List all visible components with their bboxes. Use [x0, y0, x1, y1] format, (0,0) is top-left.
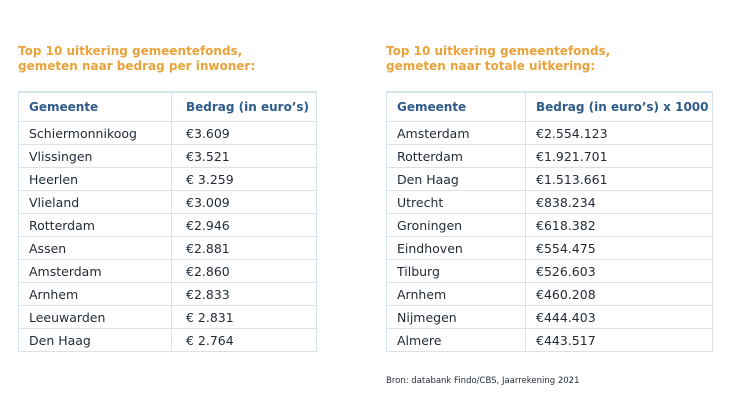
- bedrag-cell: € 3.259: [171, 167, 317, 191]
- table-row: Den Haag € 2.764: [18, 328, 317, 352]
- table-row: Vlissingen €3.521: [18, 144, 317, 168]
- gemeente-cell: Tilburg: [386, 259, 526, 283]
- gemeente-cell: Vlissingen: [18, 144, 172, 168]
- left-table-title: Top 10 uitkering gemeentefonds, gemeten …: [18, 44, 317, 74]
- table-row: Amsterdam €2.860: [18, 259, 317, 283]
- table-row: Arnhem €460.208: [386, 282, 713, 306]
- table-row: Utrecht €838.234: [386, 190, 713, 214]
- table-row: Leeuwarden € 2.831: [18, 305, 317, 329]
- bedrag-cell: €3.609: [171, 121, 317, 145]
- left-title-line2: gemeten naar bedrag per inwoner:: [18, 59, 256, 73]
- source-note: Bron: databank Findo/CBS, Jaarrekening 2…: [386, 376, 580, 386]
- bedrag-cell: € 2.764: [171, 328, 317, 352]
- gemeente-cell: Arnhem: [386, 282, 526, 306]
- gemeente-cell: Amsterdam: [386, 121, 526, 145]
- gemeente-cell: Assen: [18, 236, 172, 260]
- table-row: Den Haag €1.513.661: [386, 167, 713, 191]
- bedrag-cell: €3.009: [171, 190, 317, 214]
- left-table-header-row: Gemeente Bedrag (in euro’s): [18, 91, 317, 122]
- bedrag-cell: €460.208: [525, 282, 713, 306]
- table-row: Rotterdam €2.946: [18, 213, 317, 237]
- gemeente-cell: Almere: [386, 328, 526, 352]
- table-row: Vlieland €3.009: [18, 190, 317, 214]
- table-row: Almere €443.517: [386, 328, 713, 352]
- bedrag-cell: €1.513.661: [525, 167, 713, 191]
- right-table-title: Top 10 uitkering gemeentefonds, gemeten …: [386, 44, 713, 74]
- gemeente-cell: Den Haag: [386, 167, 526, 191]
- bedrag-cell: €444.403: [525, 305, 713, 329]
- bedrag-cell: €3.521: [171, 144, 317, 168]
- right-table: Gemeente Bedrag (in euro’s) x 1000 Amste…: [386, 91, 713, 352]
- right-table-header-row: Gemeente Bedrag (in euro’s) x 1000: [386, 91, 713, 122]
- gemeente-cell: Vlieland: [18, 190, 172, 214]
- gemeente-cell: Eindhoven: [386, 236, 526, 260]
- gemeente-cell: Rotterdam: [386, 144, 526, 168]
- bedrag-cell: €2.881: [171, 236, 317, 260]
- gemeente-cell: Heerlen: [18, 167, 172, 191]
- gemeente-cell: Rotterdam: [18, 213, 172, 237]
- table-row: Tilburg €526.603: [386, 259, 713, 283]
- bedrag-cell: €618.382: [525, 213, 713, 237]
- right-header-bedrag: Bedrag (in euro’s) x 1000: [525, 91, 713, 122]
- left-table: Gemeente Bedrag (in euro’s) Schiermonnik…: [18, 91, 317, 352]
- bedrag-cell: €443.517: [525, 328, 713, 352]
- bedrag-cell: €838.234: [525, 190, 713, 214]
- table-row: Schiermonnikoog €3.609: [18, 121, 317, 145]
- bedrag-cell: €2.946: [171, 213, 317, 237]
- bedrag-cell: € 2.831: [171, 305, 317, 329]
- table-row: Arnhem €2.833: [18, 282, 317, 306]
- table-row: Eindhoven €554.475: [386, 236, 713, 260]
- gemeente-cell: Leeuwarden: [18, 305, 172, 329]
- table-row: Groningen €618.382: [386, 213, 713, 237]
- bedrag-cell: €554.475: [525, 236, 713, 260]
- bedrag-cell: €2.554.123: [525, 121, 713, 145]
- gemeente-cell: Den Haag: [18, 328, 172, 352]
- bedrag-cell: €526.603: [525, 259, 713, 283]
- gemeente-cell: Amsterdam: [18, 259, 172, 283]
- table-row: Assen €2.881: [18, 236, 317, 260]
- gemeente-cell: Schiermonnikoog: [18, 121, 172, 145]
- gemeente-cell: Utrecht: [386, 190, 526, 214]
- bedrag-cell: €1.921.701: [525, 144, 713, 168]
- left-header-bedrag: Bedrag (in euro’s): [171, 91, 317, 122]
- right-table-section: Top 10 uitkering gemeentefonds, gemeten …: [386, 44, 713, 352]
- table-row: Rotterdam €1.921.701: [386, 144, 713, 168]
- bedrag-cell: €2.860: [171, 259, 317, 283]
- left-title-line1: Top 10 uitkering gemeentefonds,: [18, 44, 243, 58]
- right-title-line2: gemeten naar totale uitkering:: [386, 59, 596, 73]
- gemeente-cell: Nijmegen: [386, 305, 526, 329]
- gemeente-cell: Arnhem: [18, 282, 172, 306]
- table-row: Nijmegen €444.403: [386, 305, 713, 329]
- right-title-line1: Top 10 uitkering gemeentefonds,: [386, 44, 611, 58]
- gemeente-cell: Groningen: [386, 213, 526, 237]
- left-table-section: Top 10 uitkering gemeentefonds, gemeten …: [18, 44, 317, 352]
- right-header-gemeente: Gemeente: [386, 91, 526, 122]
- table-row: Heerlen € 3.259: [18, 167, 317, 191]
- bedrag-cell: €2.833: [171, 282, 317, 306]
- table-row: Amsterdam €2.554.123: [386, 121, 713, 145]
- left-header-gemeente: Gemeente: [18, 91, 172, 122]
